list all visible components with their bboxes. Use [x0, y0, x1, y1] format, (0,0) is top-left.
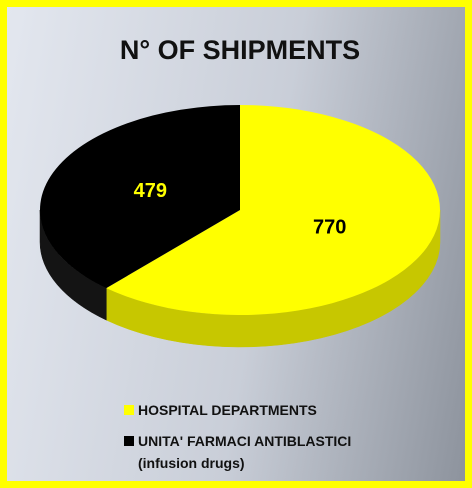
data-label: 479: [134, 180, 167, 202]
legend-label: HOSPITAL DEPARTMENTS: [138, 402, 317, 418]
legend-label: UNITA' FARMACI ANTIBLASTICI (infusion dr…: [138, 433, 352, 471]
slice: [39, 105, 240, 289]
legend-entry: HOSPITAL DEPARTMENTS: [124, 402, 351, 421]
slice: [106, 105, 440, 315]
legend-entry: UNITA' FARMACI ANTIBLASTICI (infusion dr…: [124, 433, 351, 474]
data-label: 770: [313, 216, 346, 238]
chart: N° OF SHIPMENTS 770 479: [39, 35, 441, 348]
legend: HOSPITAL DEPARTMENTS UNITA' FARMACI ANTIB…: [124, 402, 351, 486]
legend-swatch: [124, 436, 134, 446]
legend-swatch: [124, 405, 134, 415]
slice-side: [39, 209, 107, 321]
chart-title: N° OF SHIPMENTS: [120, 35, 360, 65]
